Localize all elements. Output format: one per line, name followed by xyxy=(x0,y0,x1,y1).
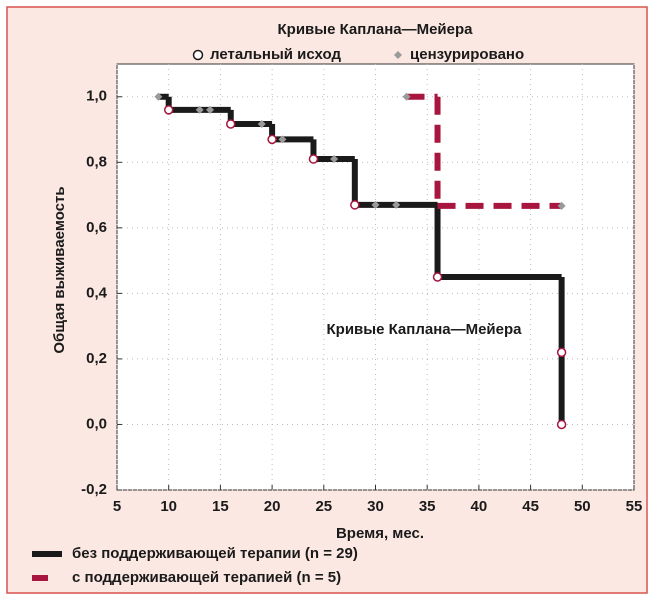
death-marker xyxy=(350,200,360,210)
y-tick-label: -0,2 xyxy=(81,481,107,498)
censor-marker xyxy=(330,155,339,164)
censor-marker xyxy=(206,105,215,114)
censor-marker xyxy=(371,200,380,209)
x-tick-label: 40 xyxy=(471,498,488,515)
death-marker xyxy=(308,154,319,164)
y-tick-label: 0,8 xyxy=(86,153,107,170)
censor-marker xyxy=(257,119,266,128)
censor-marker xyxy=(557,201,566,210)
y-axis-label: Общая выживаемость xyxy=(51,186,68,353)
y-tick-label: 0,2 xyxy=(86,350,107,367)
death-marker xyxy=(556,419,567,430)
y-tick-label: 0,4 xyxy=(86,284,108,301)
x-tick-label: 15 xyxy=(212,498,229,515)
x-tick-label: 5 xyxy=(113,498,121,515)
censor-marker xyxy=(195,105,204,114)
x-tick-label: 35 xyxy=(419,498,436,515)
x-tick-label: 30 xyxy=(367,498,384,515)
legend-symbol xyxy=(192,49,204,61)
x-tick-label: 10 xyxy=(160,498,177,515)
x-tick-label: 55 xyxy=(626,498,643,515)
censor-marker xyxy=(392,200,401,209)
death-marker xyxy=(163,105,174,115)
legend-label: летальный исход xyxy=(210,46,341,63)
legend-label: цензурировано xyxy=(410,46,524,63)
death-marker xyxy=(556,347,567,358)
legend-symbol xyxy=(394,51,402,59)
x-tick-label: 50 xyxy=(574,498,591,515)
x-tick-label: 25 xyxy=(315,498,332,515)
y-tick-label: 0,6 xyxy=(86,219,107,236)
censor-marker xyxy=(278,135,287,144)
x-tick-label: 20 xyxy=(264,498,281,515)
y-tick-label: 1,0 xyxy=(86,88,107,105)
annotation: Кривые Каплана—Мейера xyxy=(327,321,523,338)
death-marker xyxy=(267,134,277,145)
censor-marker xyxy=(154,92,163,101)
y-tick-label: 0,0 xyxy=(86,415,107,432)
death-marker xyxy=(225,119,236,129)
chart-title: Кривые Каплана—Мейера xyxy=(278,21,474,38)
legend-label: с поддерживающей терапией (n = 5) xyxy=(72,569,341,586)
death-marker xyxy=(432,272,443,282)
censor-marker xyxy=(402,92,411,101)
x-tick-label: 45 xyxy=(522,498,539,515)
x-axis-label: Время, мес. xyxy=(336,525,424,542)
legend-label: без поддерживающей терапии (n = 29) xyxy=(72,545,358,562)
